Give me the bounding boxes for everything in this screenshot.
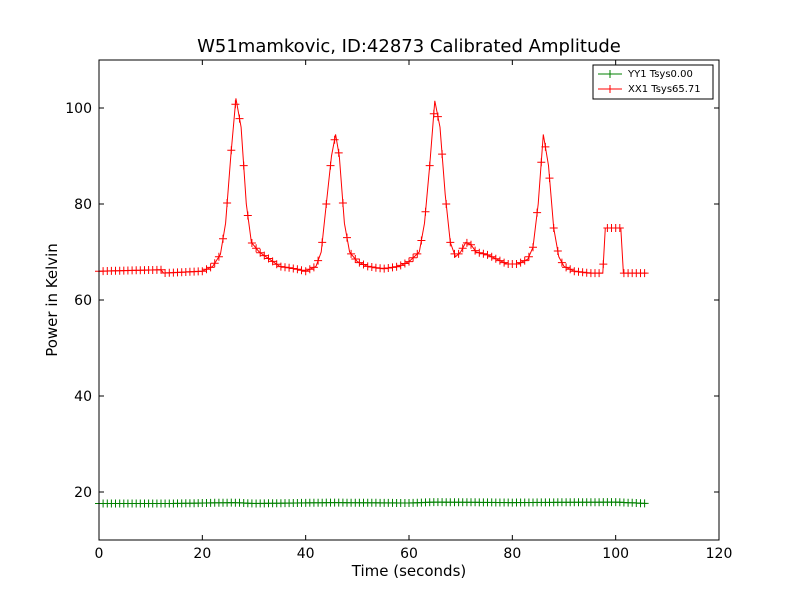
y-axis-label: Power in Kelvin bbox=[43, 243, 61, 357]
legend: YY1 Tsys0.00 XX1 Tsys65.71 bbox=[592, 64, 714, 100]
x-tick-label: 120 bbox=[706, 546, 733, 562]
series-1 bbox=[95, 98, 649, 278]
legend-label-yy1: YY1 Tsys0.00 bbox=[627, 69, 693, 80]
legend-box bbox=[592, 64, 714, 100]
y-tick-label: 80 bbox=[74, 197, 92, 213]
y-tick-label: 20 bbox=[74, 485, 92, 501]
x-tick-label: 60 bbox=[400, 546, 418, 562]
plot-area bbox=[95, 98, 649, 508]
axis-ticks: 0 20 40 60 80 100 120 20 40 60 80 100 bbox=[65, 60, 732, 562]
x-tick-label: 40 bbox=[297, 546, 315, 562]
series-line bbox=[98, 98, 647, 274]
y-tick-label: 40 bbox=[74, 389, 92, 405]
x-tick-label: 100 bbox=[602, 546, 629, 562]
y-tick-label: 100 bbox=[65, 101, 92, 117]
x-tick-label: 0 bbox=[95, 546, 104, 562]
legend-label-xx1: XX1 Tsys65.71 bbox=[628, 84, 701, 95]
legend-marker-yy1 bbox=[606, 70, 614, 78]
legend-marker-xx1 bbox=[606, 85, 614, 93]
x-axis-label: Time (seconds) bbox=[351, 562, 467, 580]
x-tick-label: 20 bbox=[193, 546, 211, 562]
x-tick-label: 80 bbox=[503, 546, 521, 562]
y-tick-label: 60 bbox=[74, 293, 92, 309]
chart-title: W51mamkovic, ID:42873 Calibrated Amplitu… bbox=[197, 36, 621, 57]
